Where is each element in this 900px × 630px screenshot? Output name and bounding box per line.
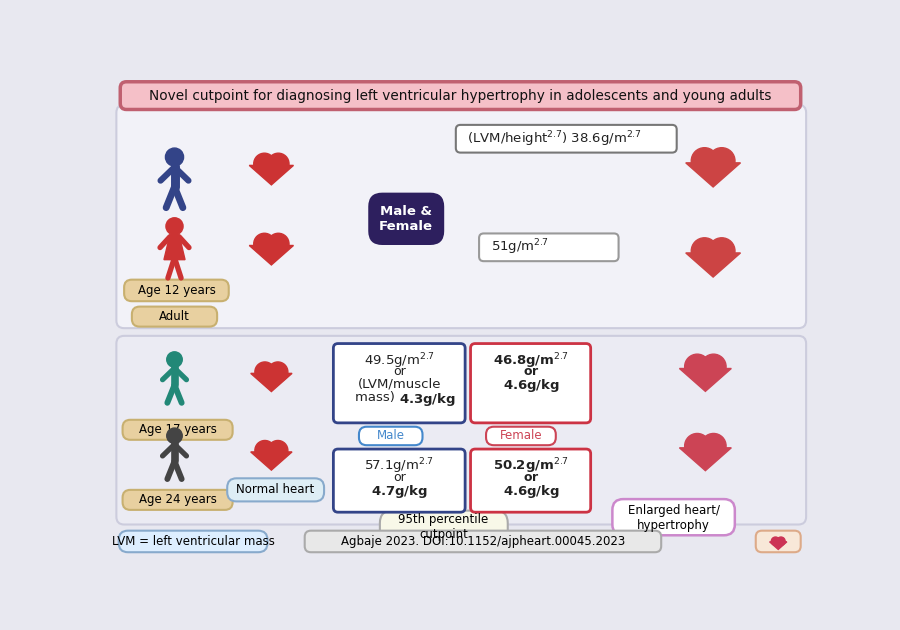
FancyBboxPatch shape: [455, 125, 677, 152]
Circle shape: [771, 537, 779, 546]
FancyBboxPatch shape: [121, 82, 801, 110]
Text: Female: Female: [500, 430, 542, 442]
Polygon shape: [680, 448, 732, 471]
Text: or: or: [393, 365, 406, 378]
Polygon shape: [770, 542, 787, 549]
Circle shape: [701, 354, 726, 379]
Text: $\bf{4.7g/kg}$: $\bf{4.7g/kg}$: [371, 483, 427, 500]
FancyBboxPatch shape: [471, 449, 590, 512]
Text: Male &
Female: Male & Female: [379, 205, 433, 233]
Circle shape: [777, 537, 785, 546]
FancyBboxPatch shape: [227, 478, 324, 501]
Polygon shape: [251, 374, 292, 392]
Text: Novel cutpoint for diagnosing left ventricular hypertrophy in adolescents and yo: Novel cutpoint for diagnosing left ventr…: [149, 89, 771, 103]
Polygon shape: [686, 163, 741, 187]
Text: mass): mass): [356, 391, 400, 404]
Circle shape: [255, 362, 274, 382]
Circle shape: [255, 440, 274, 461]
FancyBboxPatch shape: [359, 427, 422, 445]
Text: Adult: Adult: [159, 310, 190, 323]
Circle shape: [708, 238, 735, 264]
Polygon shape: [249, 246, 293, 265]
FancyBboxPatch shape: [479, 234, 618, 261]
Text: 49.5g/m$^{2.7}$: 49.5g/m$^{2.7}$: [364, 352, 435, 371]
Text: $\bf{or}$: $\bf{or}$: [523, 365, 539, 378]
Text: $\bf{50.2g/m}$$^{2.7}$: $\bf{50.2g/m}$$^{2.7}$: [493, 457, 569, 476]
FancyBboxPatch shape: [122, 420, 232, 440]
Text: $\bf{4.3g/kg}$: $\bf{4.3g/kg}$: [400, 391, 456, 408]
Circle shape: [701, 433, 726, 459]
Text: LVM = left ventricular mass: LVM = left ventricular mass: [112, 535, 274, 548]
FancyBboxPatch shape: [333, 343, 465, 423]
Polygon shape: [680, 369, 732, 391]
Text: Age 24 years: Age 24 years: [139, 493, 217, 507]
FancyBboxPatch shape: [368, 193, 445, 245]
Circle shape: [166, 218, 183, 235]
Text: Male: Male: [377, 430, 405, 442]
Circle shape: [166, 148, 184, 166]
Circle shape: [254, 153, 275, 175]
Text: Enlarged heart/
hypertrophy: Enlarged heart/ hypertrophy: [627, 503, 720, 532]
Text: 95th percentile
cutpoint: 95th percentile cutpoint: [399, 513, 489, 541]
Circle shape: [267, 153, 289, 175]
FancyBboxPatch shape: [119, 530, 267, 553]
Text: 51g/m$^{2.7}$: 51g/m$^{2.7}$: [491, 238, 549, 257]
Text: $\bf{4.6g/kg}$: $\bf{4.6g/kg}$: [502, 483, 560, 500]
Circle shape: [685, 354, 710, 379]
FancyBboxPatch shape: [132, 307, 217, 326]
Text: $\bf{46.8g/m}$$^{2.7}$: $\bf{46.8g/m}$$^{2.7}$: [493, 352, 569, 371]
FancyBboxPatch shape: [124, 280, 229, 301]
FancyBboxPatch shape: [116, 336, 806, 525]
FancyBboxPatch shape: [116, 105, 806, 328]
Text: $\bf{or}$: $\bf{or}$: [523, 471, 539, 484]
Circle shape: [268, 440, 288, 461]
Polygon shape: [249, 166, 293, 185]
FancyBboxPatch shape: [122, 490, 232, 510]
Circle shape: [691, 147, 718, 174]
Text: (LVM/height$^{2.7}$) 38.6g/m$^{2.7}$: (LVM/height$^{2.7}$) 38.6g/m$^{2.7}$: [467, 129, 642, 149]
Text: or: or: [393, 471, 406, 484]
FancyBboxPatch shape: [756, 530, 801, 553]
Text: $\bf{4.6g/kg}$: $\bf{4.6g/kg}$: [502, 377, 560, 394]
Circle shape: [268, 362, 288, 382]
Text: Normal heart: Normal heart: [236, 483, 314, 496]
FancyBboxPatch shape: [305, 530, 662, 553]
Circle shape: [267, 233, 289, 255]
Circle shape: [685, 433, 710, 459]
FancyBboxPatch shape: [333, 449, 465, 512]
FancyBboxPatch shape: [612, 499, 734, 536]
Circle shape: [166, 428, 183, 444]
Circle shape: [254, 233, 275, 255]
Text: (LVM/muscle: (LVM/muscle: [357, 377, 441, 391]
Polygon shape: [686, 253, 741, 277]
Polygon shape: [164, 235, 185, 260]
FancyBboxPatch shape: [486, 427, 556, 445]
Text: Age 17 years: Age 17 years: [139, 423, 217, 437]
Circle shape: [166, 352, 183, 367]
FancyBboxPatch shape: [380, 511, 508, 543]
Circle shape: [691, 238, 718, 264]
FancyBboxPatch shape: [471, 343, 590, 423]
Text: Age 12 years: Age 12 years: [138, 284, 216, 297]
Text: 57.1g/m$^{2.7}$: 57.1g/m$^{2.7}$: [364, 457, 434, 476]
Text: Agbaje 2023. DOI:10.1152/ajpheart.00045.2023: Agbaje 2023. DOI:10.1152/ajpheart.00045.…: [341, 535, 626, 548]
Polygon shape: [251, 452, 292, 470]
Circle shape: [708, 147, 735, 174]
